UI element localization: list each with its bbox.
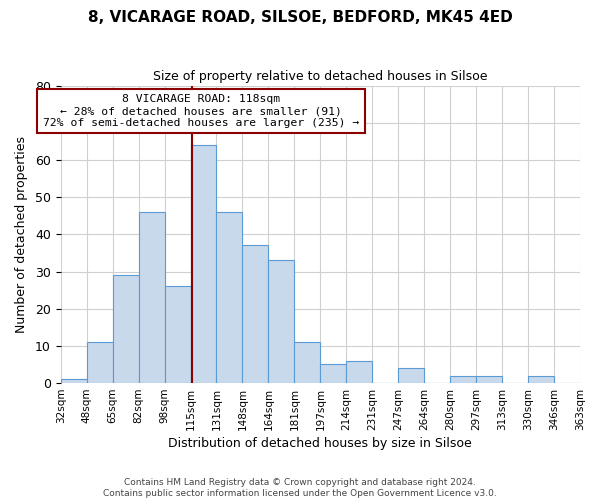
Text: 8, VICARAGE ROAD, SILSOE, BEDFORD, MK45 4ED: 8, VICARAGE ROAD, SILSOE, BEDFORD, MK45 … — [88, 10, 512, 25]
Bar — [86, 342, 113, 383]
Text: 8 VICARAGE ROAD: 118sqm
← 28% of detached houses are smaller (91)
72% of semi-de: 8 VICARAGE ROAD: 118sqm ← 28% of detache… — [43, 94, 359, 128]
Bar — [242, 246, 268, 383]
Bar — [113, 275, 139, 383]
Bar — [139, 212, 164, 383]
Title: Size of property relative to detached houses in Silsoe: Size of property relative to detached ho… — [153, 70, 488, 83]
Bar — [164, 286, 191, 383]
Bar — [320, 364, 346, 383]
Bar — [191, 145, 217, 383]
X-axis label: Distribution of detached houses by size in Silsoe: Distribution of detached houses by size … — [169, 437, 472, 450]
Bar — [528, 376, 554, 383]
Bar — [61, 380, 86, 383]
Bar — [217, 212, 242, 383]
Bar — [398, 368, 424, 383]
Bar — [268, 260, 295, 383]
Bar — [295, 342, 320, 383]
Bar — [476, 376, 502, 383]
Bar — [346, 361, 372, 383]
Bar — [450, 376, 476, 383]
Text: Contains HM Land Registry data © Crown copyright and database right 2024.
Contai: Contains HM Land Registry data © Crown c… — [103, 478, 497, 498]
Y-axis label: Number of detached properties: Number of detached properties — [15, 136, 28, 333]
